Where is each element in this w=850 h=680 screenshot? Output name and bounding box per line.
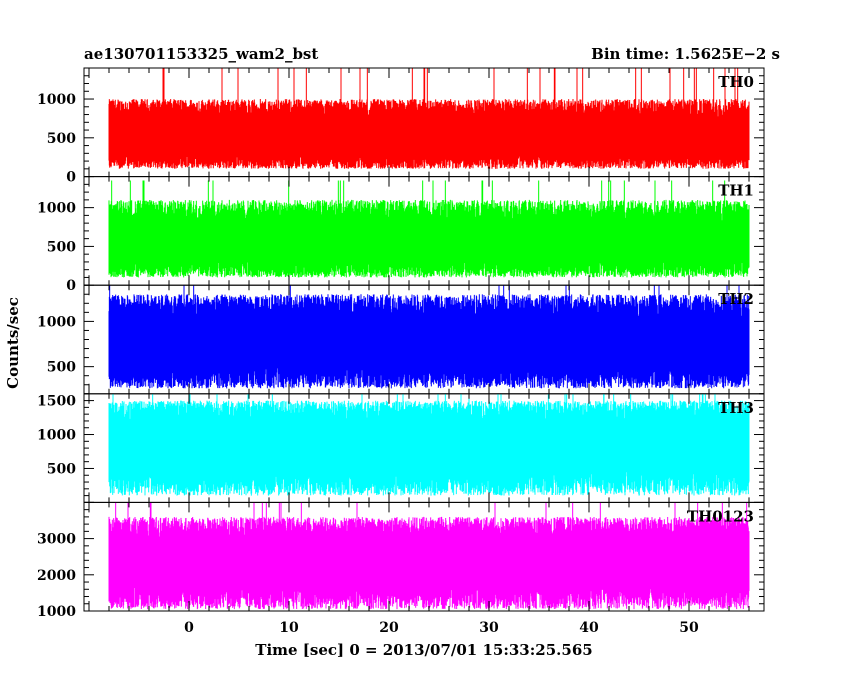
y-tick-label: 500 <box>47 131 76 147</box>
y-axis-label: Counts/sec <box>4 297 22 389</box>
panel-th0123: 1000 2000 3000 TH0123 <box>37 501 765 620</box>
y-tick-label: 1000 <box>37 201 76 217</box>
panel-frame <box>83 501 765 612</box>
y-tick-label: 1000 <box>37 428 76 444</box>
x-tick-label: 30 <box>479 620 499 636</box>
y-tick-label: 3000 <box>37 532 76 548</box>
panel-th2: 500 1000 TH2 <box>37 284 765 395</box>
y-tick-label: 1000 <box>37 604 76 620</box>
series-th1 <box>108 180 750 278</box>
panel-th3: 500 1000 1500 TH3 <box>37 393 765 503</box>
chart-subtitle: Bin time: 1.5625E−2 s <box>591 45 780 63</box>
panel-th1: 0 500 1000 TH1 <box>37 176 765 294</box>
panel-label: TH0123 <box>687 507 754 525</box>
y-tick-label: 0 <box>66 170 76 186</box>
y-tick-label: 500 <box>47 461 76 477</box>
y-tick-label: 1000 <box>37 92 76 108</box>
x-tick-label: 20 <box>379 620 399 636</box>
y-tick-label: 500 <box>47 360 76 376</box>
x-tick-label: 50 <box>679 620 699 636</box>
panel-label: TH0 <box>718 73 754 91</box>
panel-label: TH1 <box>718 182 754 200</box>
y-tick-label: 1000 <box>37 314 76 330</box>
x-tick-label: 40 <box>579 620 599 636</box>
panel-th0: 0 500 1000 TH0 <box>37 67 765 186</box>
panel-label: TH3 <box>718 399 754 417</box>
panels-group: 05001000TH005001000TH15001000TH250010001… <box>37 67 765 636</box>
series-th0 <box>108 68 750 169</box>
chart-title: ae130701153325_wam2_bst <box>84 45 318 63</box>
y-tick-label: 0 <box>66 278 76 294</box>
y-tick-label: 1500 <box>37 394 76 410</box>
x-axis-label: Time [sec] 0 = 2013/07/01 15:33:25.565 <box>255 641 592 659</box>
series-th0123 <box>108 502 750 610</box>
x-tick-label: 0 <box>184 620 194 636</box>
x-tick-label: 10 <box>279 620 299 636</box>
series-th3 <box>108 393 750 496</box>
y-tick-label: 2000 <box>37 568 76 584</box>
panel-label: TH2 <box>718 290 754 308</box>
y-tick-label: 500 <box>47 239 76 255</box>
series-th2 <box>108 285 750 389</box>
